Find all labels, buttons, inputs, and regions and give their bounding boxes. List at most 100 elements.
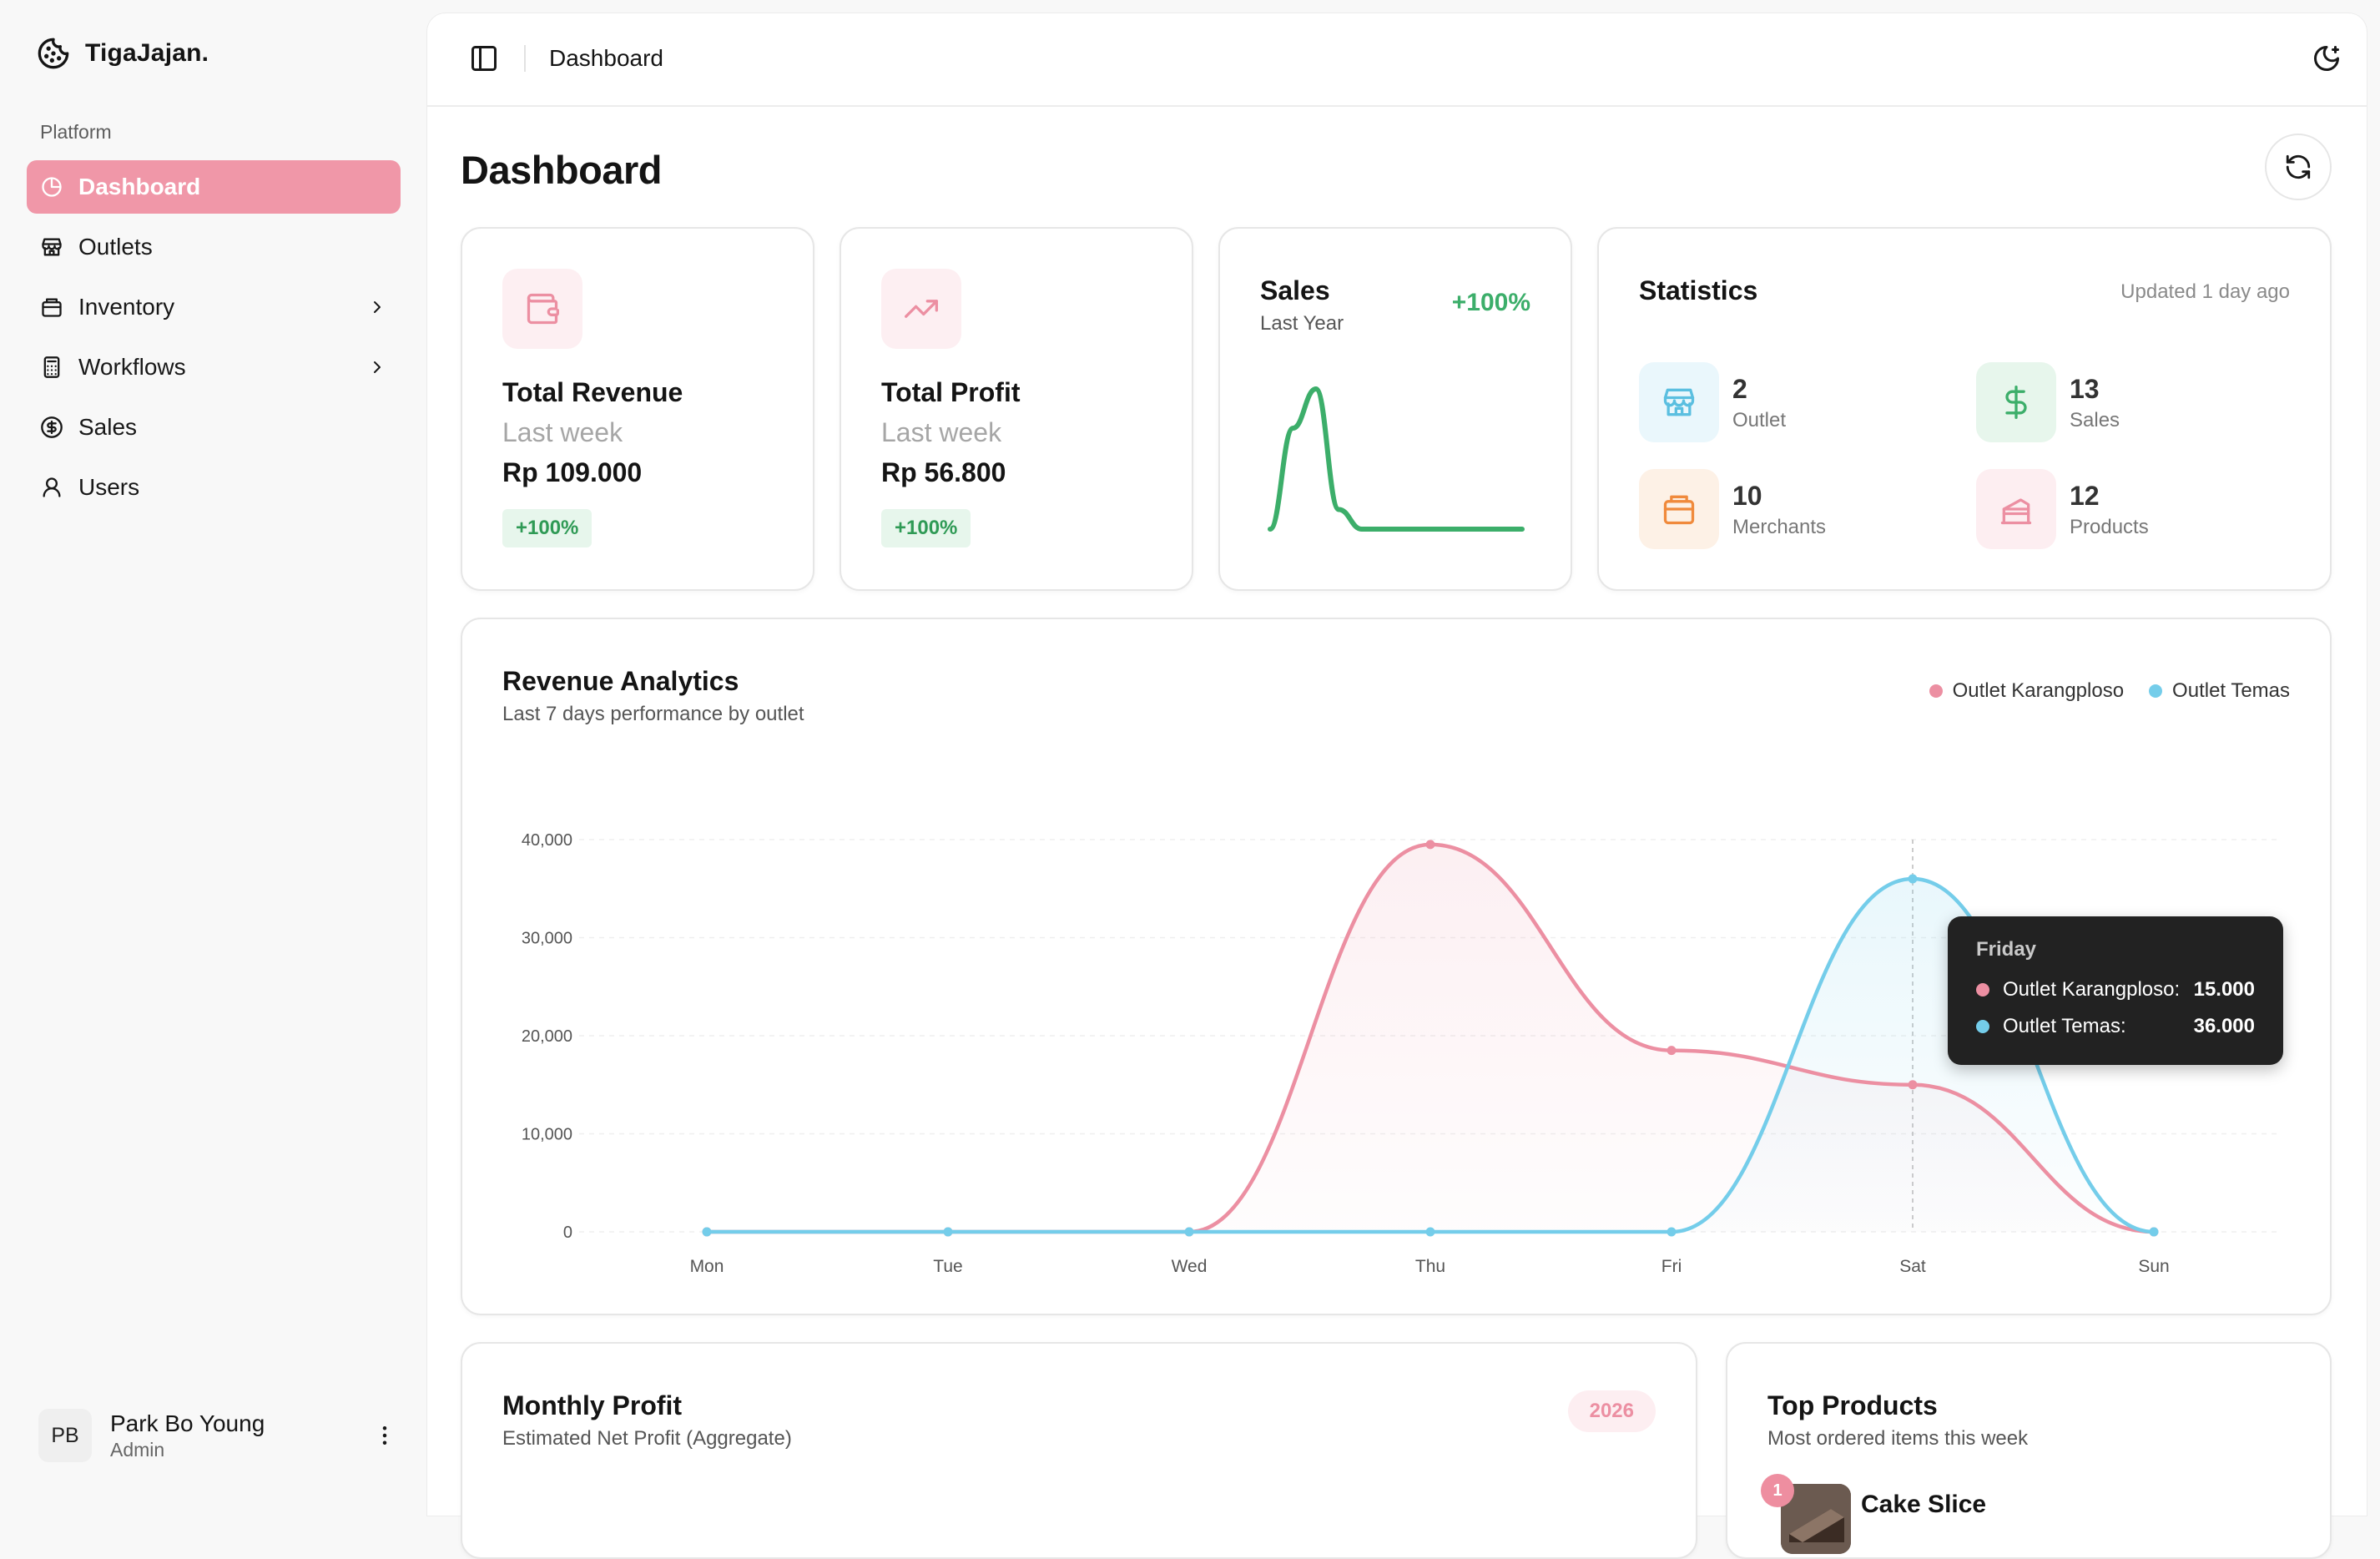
sidebar-item-dashboard[interactable]: Dashboard (27, 160, 401, 214)
revenue-analytics-card: Revenue Analytics Last 7 days performanc… (461, 618, 2332, 1315)
y-tick-label: 20,000 (522, 1027, 572, 1046)
tooltip-dot (1976, 983, 1989, 996)
chevron-right-icon (374, 301, 381, 313)
stat-outlet: 2 Outlet (1639, 362, 1923, 442)
stat-tile (1976, 469, 2056, 549)
user-info: Park Bo Young Admin (110, 1410, 354, 1461)
product-name: Cake Slice (1861, 1491, 1987, 1518)
monthly-profit-subtitle: Estimated Net Profit (Aggregate) (502, 1427, 792, 1450)
more-vertical-icon[interactable] (372, 1423, 397, 1448)
legend-label: Outlet Temas (2172, 679, 2290, 702)
sidebar-item-outlets[interactable]: Outlets (27, 220, 401, 274)
top-products-title: Top Products (1767, 1390, 1938, 1420)
data-point (702, 1227, 712, 1237)
series-area (707, 879, 2154, 1232)
main-panel: Dashboard Dashboard Total Revenue Last w… (427, 13, 2367, 1559)
nav-group-label: Platform (40, 121, 112, 143)
store-icon (1663, 388, 1695, 416)
chart-legend: Outlet Karangploso Outlet Temas (1929, 679, 2290, 703)
data-point (2149, 1227, 2159, 1237)
breadcrumb: Dashboard (549, 45, 663, 71)
y-tick-label: 30,000 (522, 930, 572, 948)
top-products-card: Top Products Most ordered items this wee… (1726, 1342, 2332, 1559)
sidebar-item-workflows[interactable]: Workflows (27, 341, 401, 394)
monthly-profit-title: Monthly Profit (502, 1390, 683, 1420)
sidebar-item-sales[interactable]: Sales (27, 401, 401, 454)
y-tick-label: 10,000 (522, 1126, 572, 1144)
sidebar: TigaJajan. Platform Dashboard Outlets In… (0, 0, 427, 1502)
x-tick-label: Tue (933, 1257, 962, 1276)
statistics-updated: Updated 1 day ago (2120, 280, 2290, 303)
topbar: Dashboard (427, 13, 2367, 107)
revenue-period: Last week (502, 417, 623, 447)
tooltip-series-name: Outlet Karangploso: (2003, 978, 2181, 1001)
tooltip-row: Outlet Karangploso: 15.000 (1976, 971, 2255, 1008)
refresh-button[interactable] (2265, 134, 2332, 200)
data-point (1908, 1080, 1918, 1090)
profit-icon-tile (881, 269, 961, 349)
year-selector[interactable]: 2026 (1567, 1390, 1656, 1432)
cookie-icon (38, 38, 69, 69)
sidebar-item-inventory[interactable]: Inventory (27, 280, 401, 334)
user-role: Admin (110, 1439, 165, 1461)
dollar-icon (2005, 386, 2027, 419)
sales-sparkline (1268, 386, 1525, 532)
legend-item-temas[interactable]: Outlet Temas (2149, 679, 2290, 703)
package-icon (42, 298, 62, 317)
tooltip-series-value: 15.000 (2193, 978, 2255, 1001)
total-revenue-card: Total Revenue Last week Rp 109.000 +100% (461, 227, 814, 591)
data-point (1425, 1227, 1435, 1237)
revenue-analytics-subtitle: Last 7 days performance by outlet (502, 703, 804, 725)
sales-card: Sales Last Year +100% (1218, 227, 1572, 591)
page-title: Dashboard (461, 148, 663, 192)
sidebar-nav: Dashboard Outlets Inventory Workflows Sa… (27, 160, 401, 521)
tooltip-dot (1976, 1020, 1989, 1033)
stat-tile (1639, 469, 1719, 549)
stat-label: Sales (2070, 409, 2120, 431)
sales-change: +100% (1451, 289, 1530, 316)
user-menu[interactable]: PB Park Bo Young Admin (38, 1407, 397, 1464)
stat-tile (1976, 362, 2056, 442)
sidebar-item-label: Dashboard (78, 174, 201, 199)
user-name: Park Bo Young (110, 1410, 265, 1436)
top-products-subtitle: Most ordered items this week (1767, 1427, 2029, 1450)
sparkline-path (1268, 386, 1525, 532)
sales-title: Sales (1260, 275, 1330, 305)
stat-value: 2 (1732, 374, 1747, 404)
stat-tile (1639, 362, 1719, 442)
calculator-icon (43, 356, 60, 378)
stat-label: Products (2070, 516, 2149, 538)
x-tick-label: Wed (1172, 1257, 1208, 1276)
sidebar-item-label: Users (78, 474, 140, 500)
refresh-icon (2286, 154, 2311, 179)
sidebar-item-label: Inventory (78, 294, 175, 320)
sales-period: Last Year (1260, 312, 1344, 335)
legend-item-karangploso[interactable]: Outlet Karangploso (1929, 679, 2124, 703)
stat-value: 10 (1732, 481, 1762, 511)
wallet-icon (527, 293, 559, 325)
sidebar-toggle-icon[interactable] (469, 43, 499, 73)
data-point (1667, 1046, 1677, 1056)
sidebar-item-users[interactable]: Users (27, 461, 401, 514)
y-tick-label: 0 (563, 1223, 572, 1242)
profit-value: Rp 56.800 (881, 457, 1006, 487)
theme-toggle-icon[interactable] (2312, 43, 2342, 73)
package-icon (1663, 495, 1695, 525)
tooltip-title: Friday (1976, 938, 2037, 961)
chart-tooltip: Friday Outlet Karangploso: 15.000 Outlet… (1948, 916, 2283, 1065)
profit-title: Total Profit (881, 377, 1021, 407)
monthly-profit-card: Monthly Profit Estimated Net Profit (Agg… (461, 1342, 1697, 1559)
brand[interactable]: TigaJajan. (37, 37, 209, 70)
revenue-analytics-title: Revenue Analytics (502, 666, 739, 696)
x-tick-label: Fri (1661, 1257, 1682, 1276)
stat-label: Outlet (1732, 409, 1787, 431)
legend-dot (1929, 684, 1943, 698)
pie-chart-icon (42, 177, 62, 197)
cake-icon (2000, 498, 2032, 525)
profit-period: Last week (881, 417, 1002, 447)
statistics-title: Statistics (1639, 275, 1758, 305)
revenue-chart[interactable]: 40,000 30,000 20,000 10,000 0 Mon Tue Wed Thu Fri… (462, 619, 2332, 1314)
legend-label: Outlet Karangploso (1952, 679, 2125, 702)
stat-value: 13 (2070, 374, 2100, 404)
user-icon (43, 477, 61, 497)
